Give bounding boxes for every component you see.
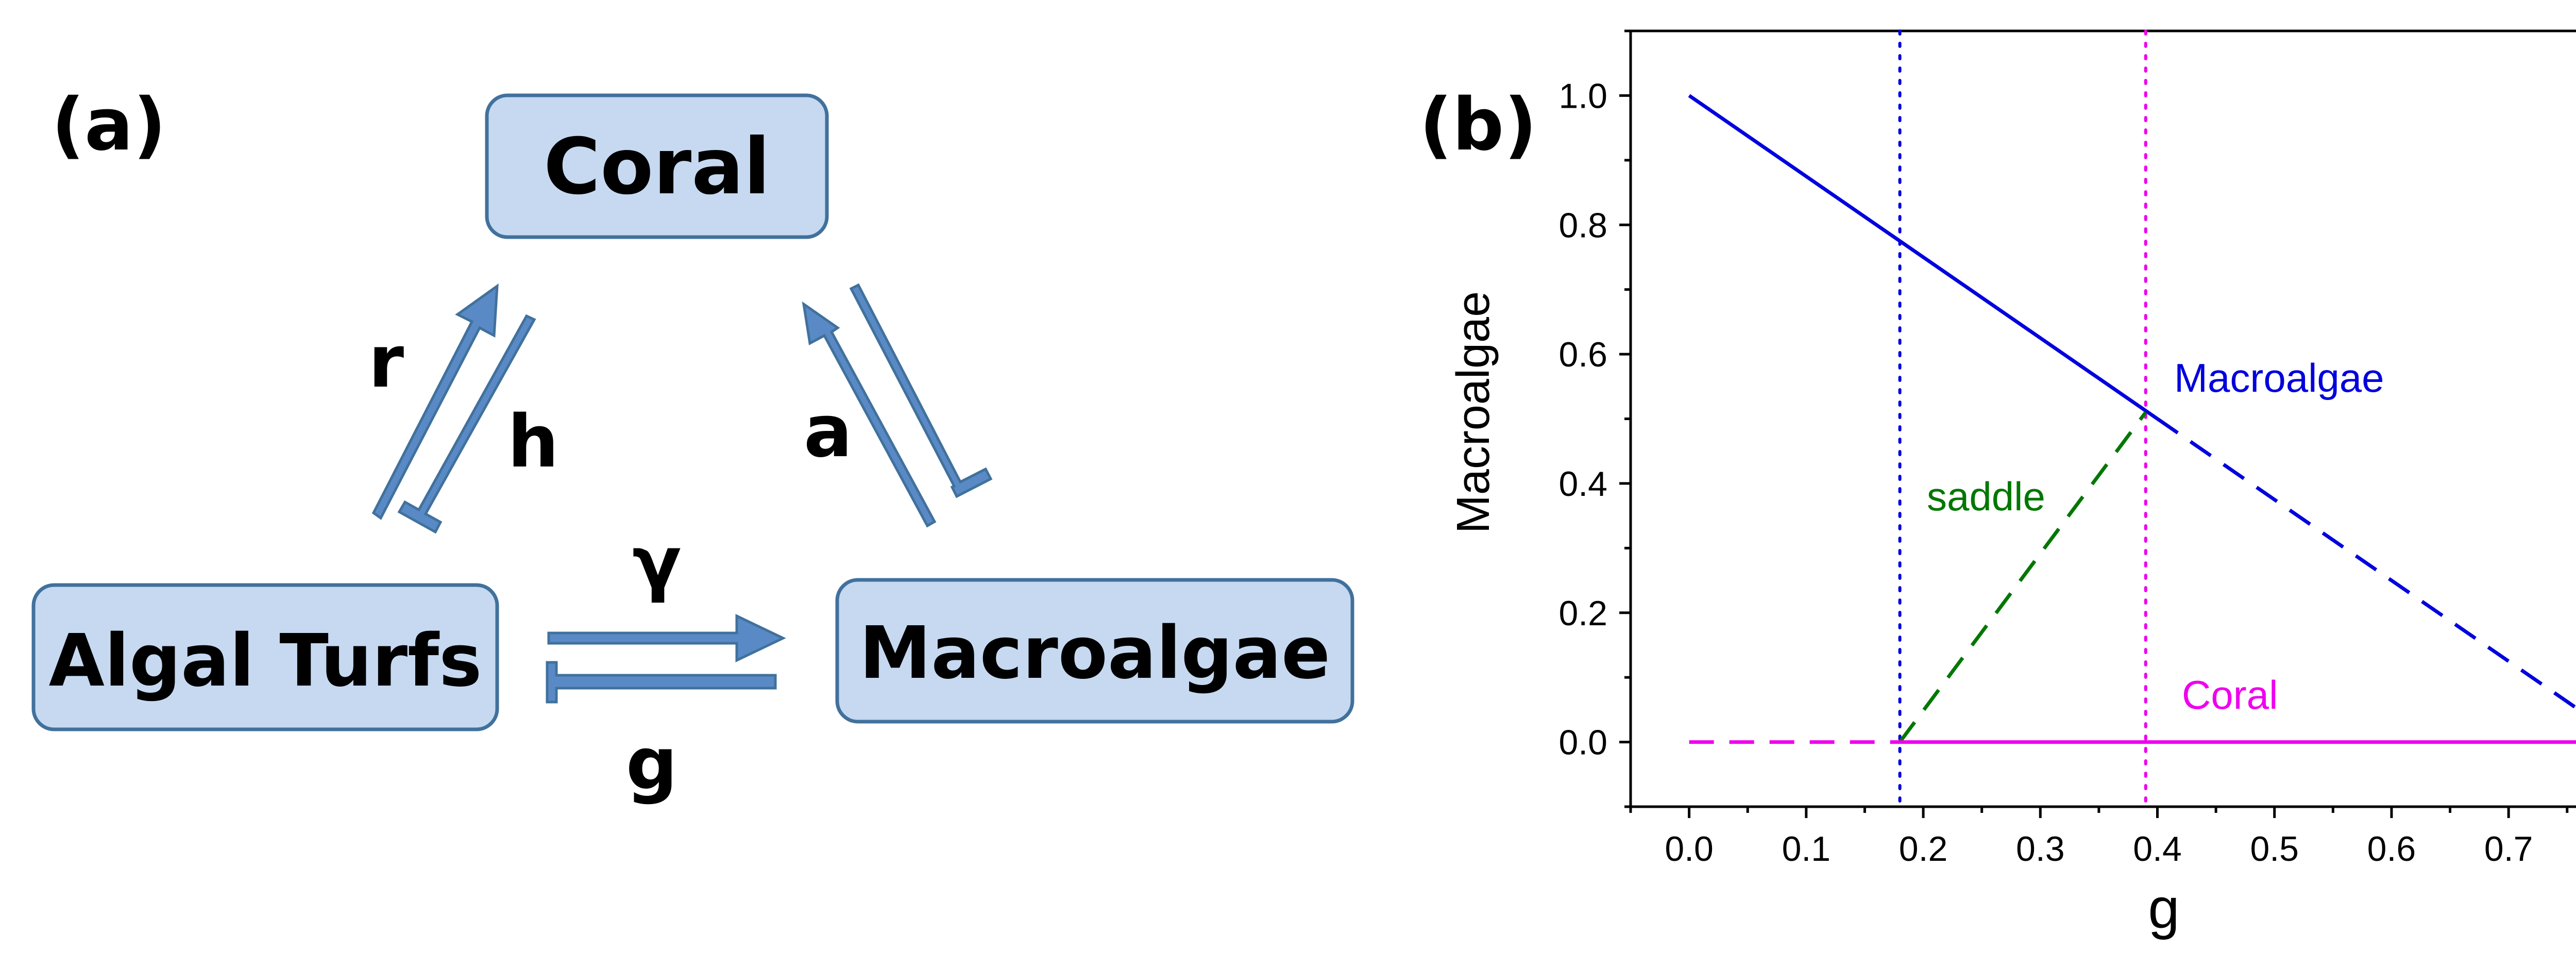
coral-node-box bbox=[485, 93, 829, 239]
y-tick-label: 1.0 bbox=[1558, 76, 1607, 115]
x-tick-label: 0.0 bbox=[1665, 829, 1714, 869]
bifurcation-chart: 0.0 0.2 0.4 0.6 0.8 1.0 0.0 0.1 0.2 0.3 0.4 0.5 0.6… bbox=[1448, 29, 2576, 940]
series-line-macroalgae bbox=[2156, 417, 2576, 710]
h-label: h bbox=[507, 400, 559, 484]
y-tick-label: 0.6 bbox=[1558, 335, 1607, 374]
coral-curve-label: Coral bbox=[2182, 672, 2278, 718]
y-tick-label: 0.8 bbox=[1558, 206, 1607, 245]
x-tick-label: 0.2 bbox=[1899, 829, 1948, 869]
chart-series bbox=[1688, 94, 2576, 744]
x-tick-label: 0.5 bbox=[2250, 829, 2299, 869]
gamma-arrow bbox=[547, 614, 786, 662]
series-line-saddle bbox=[1898, 411, 2147, 743]
y-tick-label: 0.2 bbox=[1558, 594, 1607, 633]
gamma-label: γ bbox=[632, 521, 681, 605]
series-line-macroalgae bbox=[1688, 94, 2159, 421]
g-inhibition-arrow bbox=[546, 661, 777, 704]
panel-a-label: (a) bbox=[52, 83, 166, 167]
x-tick-label: 0.6 bbox=[2367, 829, 2416, 869]
macroalgae-node: Macroalgae bbox=[835, 578, 1354, 724]
coral-node-label: Coral bbox=[544, 122, 770, 212]
a-inhibition-arrow bbox=[849, 283, 993, 498]
saddle-curve-label: saddle bbox=[1927, 474, 2045, 519]
h-inhibition-arrow bbox=[397, 314, 536, 534]
x-tick-label: 0.3 bbox=[2016, 829, 2065, 869]
macroalgae-node-box bbox=[835, 578, 1354, 724]
y-axis-ticks: 0.0 0.2 0.4 0.6 0.8 1.0 bbox=[1558, 29, 1631, 808]
x-tick-label: 0.4 bbox=[2133, 829, 2182, 869]
y-tick-label: 0.0 bbox=[1558, 723, 1607, 762]
macroalgae-curve-label: Macroalgae bbox=[2174, 355, 2384, 401]
panel-b-label: (b) bbox=[1419, 83, 1537, 167]
macroalgae-node-label: Macroalgae bbox=[859, 611, 1330, 695]
reference-lines bbox=[1898, 29, 2147, 808]
coral-node: Coral bbox=[485, 93, 829, 239]
r-arrow bbox=[371, 283, 499, 520]
y-tick-label: 0.4 bbox=[1558, 464, 1607, 504]
algal-turfs-node: Algal Turfs bbox=[31, 583, 499, 731]
x-axis-title: g bbox=[2148, 877, 2179, 940]
a-label: a bbox=[804, 390, 852, 474]
x-tick-label: 0.7 bbox=[2484, 829, 2533, 869]
panel-a: (a) Coral Algal Turfs Macroalgae r h a bbox=[31, 83, 1354, 806]
algal-turfs-node-label: Algal Turfs bbox=[49, 619, 482, 703]
panel-b: (b) 0.00.20.40.60.81.0 0.0 0.1 0.2 0.3 0.4 0.… bbox=[1419, 29, 2576, 940]
plot-frame bbox=[1629, 29, 2576, 808]
a-arrow bbox=[802, 301, 937, 528]
g-label: g bbox=[626, 722, 677, 806]
algal-turfs-node-box bbox=[31, 583, 499, 731]
y-axis-title: Macroalgae bbox=[1448, 291, 1499, 533]
x-axis-ticks: 0.00.10.20.30.40.50.60.70.8 bbox=[1629, 807, 2569, 869]
r-label: r bbox=[368, 320, 404, 404]
x-tick-label: 0.1 bbox=[1782, 829, 1831, 869]
